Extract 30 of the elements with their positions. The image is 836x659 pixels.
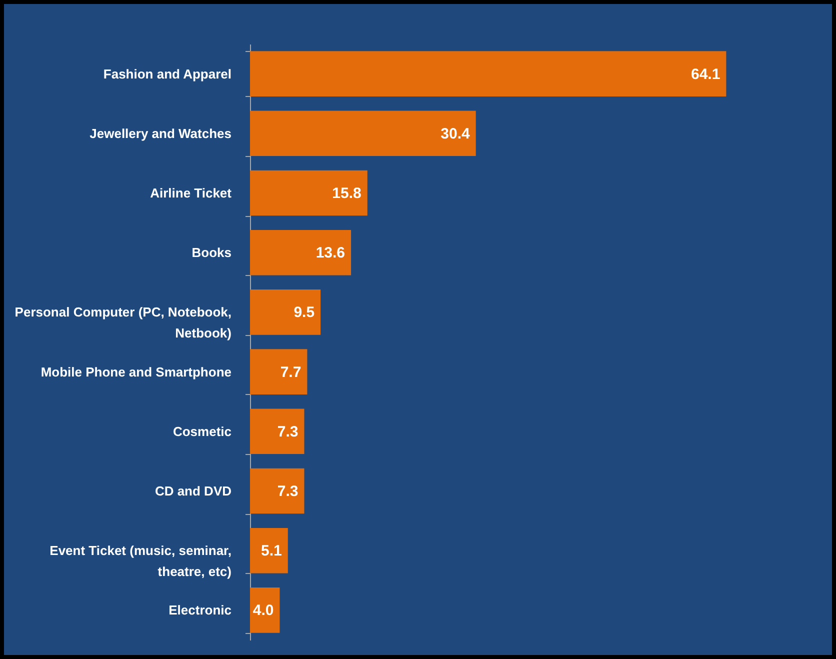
y-tick-label: Event Ticket (music, seminar, theatre, etc) [50,543,232,580]
y-tick-label: Airline Ticket [150,186,232,200]
y-tick-label: Cosmetic [172,424,232,439]
y-tick-label: Mobile Phone and Smartphone [40,364,232,380]
y-tick-label: Jewellery and Watches [90,126,232,141]
bar [250,528,288,574]
data-label: 7.3 [277,423,298,440]
data-label: 15.8 [332,185,362,202]
data-label: 30.4 [440,125,470,142]
bar [250,51,726,96]
data-label: 4.0 [252,602,274,620]
data-label: 7.7 [280,364,302,381]
y-tick-label: Books [192,245,232,260]
bar [250,110,476,156]
data-label: 9.5 [294,304,315,322]
bar [250,230,352,276]
data-label: 13.6 [316,244,346,262]
bar [250,588,280,633]
bar [250,349,308,394]
data-label: 7.3 [277,483,298,500]
y-tick-label: Electronic [168,602,232,618]
y-tick-label: Fashion and Apparel [103,66,232,82]
bar [250,468,304,514]
bar [250,170,368,216]
data-label: 64.1 [690,66,720,83]
y-tick-label: Personal Computer (PC, Notebook, Netbook) [14,304,232,341]
y-tick-label: CD and DVD [154,484,232,498]
bar [250,408,304,454]
data-label: 5.1 [261,542,282,560]
bar [250,290,321,335]
